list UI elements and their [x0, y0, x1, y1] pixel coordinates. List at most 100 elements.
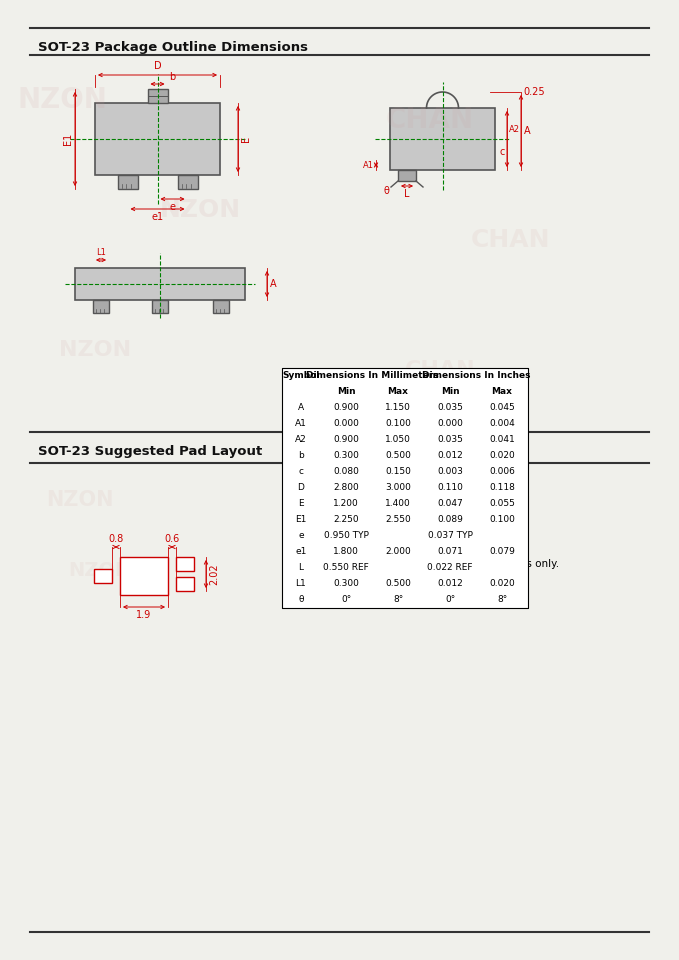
Text: Max: Max: [388, 388, 409, 396]
Bar: [147, 89, 168, 103]
Text: 1.150: 1.150: [385, 403, 411, 413]
Text: A1: A1: [363, 160, 374, 170]
Text: 0.25: 0.25: [523, 87, 545, 97]
Text: E: E: [241, 136, 251, 142]
Text: 0.047: 0.047: [437, 499, 463, 509]
Text: e: e: [170, 202, 175, 212]
Text: θ: θ: [383, 186, 389, 196]
Text: 0.118: 0.118: [489, 484, 515, 492]
Text: 0.150: 0.150: [385, 468, 411, 476]
Text: 8°: 8°: [497, 595, 507, 605]
Text: Dimensions In Inches: Dimensions In Inches: [422, 372, 530, 380]
Text: 1.400: 1.400: [385, 499, 411, 509]
Text: 0.045: 0.045: [489, 403, 515, 413]
Text: 0.950 TYP: 0.950 TYP: [324, 532, 369, 540]
Text: 0.550 REF: 0.550 REF: [323, 564, 369, 572]
Text: b: b: [170, 72, 176, 82]
Text: NZON: NZON: [17, 86, 107, 114]
Text: 0.8: 0.8: [109, 534, 124, 544]
Text: 0.110: 0.110: [437, 484, 463, 492]
Text: e1: e1: [151, 212, 164, 222]
Bar: [177, 175, 198, 189]
Text: 0.000: 0.000: [437, 420, 463, 428]
Text: 0.020: 0.020: [489, 451, 515, 461]
Text: A1: A1: [295, 420, 307, 428]
Text: 0.037 TYP: 0.037 TYP: [428, 532, 473, 540]
Text: e1: e1: [295, 547, 307, 557]
Text: NZON: NZON: [160, 198, 240, 222]
Text: SOT-23 Package Outline Dimensions: SOT-23 Package Outline Dimensions: [38, 41, 308, 54]
Text: 1.200: 1.200: [333, 499, 359, 509]
Text: 0.300: 0.300: [333, 580, 359, 588]
Bar: [152, 300, 168, 313]
Text: b: b: [298, 451, 304, 461]
Text: 0.035: 0.035: [437, 403, 463, 413]
Text: CHAN: CHAN: [469, 495, 531, 515]
Text: 1.800: 1.800: [333, 547, 359, 557]
Bar: [93, 300, 109, 313]
Bar: [282, 368, 528, 608]
Text: A: A: [298, 403, 304, 413]
Text: 0.022 REF: 0.022 REF: [427, 564, 473, 572]
Text: E1: E1: [295, 516, 307, 524]
Text: 3.000: 3.000: [385, 484, 411, 492]
Text: A2: A2: [509, 125, 520, 134]
Text: A2: A2: [295, 436, 307, 444]
Text: Min: Min: [441, 388, 459, 396]
Text: 0.004: 0.004: [489, 420, 515, 428]
Text: 2.800: 2.800: [333, 484, 359, 492]
Text: 0.000: 0.000: [333, 420, 359, 428]
Text: Dimensions In Millimeters: Dimensions In Millimeters: [306, 372, 439, 380]
Text: 1.9: 1.9: [136, 610, 151, 620]
Text: 2.550: 2.550: [385, 516, 411, 524]
Bar: [75, 268, 245, 300]
Text: 0.012: 0.012: [437, 451, 463, 461]
Text: 1.050: 1.050: [385, 436, 411, 444]
Text: 0.041: 0.041: [489, 436, 515, 444]
Text: NZON: NZON: [46, 490, 114, 510]
Text: 0.100: 0.100: [385, 420, 411, 428]
Bar: [390, 108, 495, 170]
Text: E: E: [298, 499, 304, 509]
Bar: [398, 170, 416, 181]
Text: SOT-23 Suggested Pad Layout: SOT-23 Suggested Pad Layout: [38, 445, 262, 458]
Bar: [117, 175, 138, 189]
Text: L1: L1: [96, 248, 106, 257]
Text: 0.100: 0.100: [489, 516, 515, 524]
Text: E1: E1: [63, 132, 73, 145]
Text: 0.500: 0.500: [385, 580, 411, 588]
Text: 0.012: 0.012: [437, 580, 463, 588]
Text: c: c: [299, 468, 304, 476]
Text: 0.300: 0.300: [333, 451, 359, 461]
Text: L: L: [404, 189, 409, 199]
Text: D: D: [297, 484, 304, 492]
Text: 2.000: 2.000: [385, 547, 411, 557]
Text: CHAN: CHAN: [386, 106, 474, 134]
Text: 3.The pad layout is for reference purposes only.: 3.The pad layout is for reference purpos…: [310, 559, 559, 569]
Bar: [94, 569, 112, 583]
Text: 0.900: 0.900: [333, 403, 359, 413]
Text: NZON: NZON: [59, 340, 131, 360]
Text: NZON: NZON: [69, 561, 132, 580]
Text: 0.6: 0.6: [164, 534, 180, 544]
Text: Max: Max: [492, 388, 513, 396]
Text: 0.079: 0.079: [489, 547, 515, 557]
Text: 0.055: 0.055: [489, 499, 515, 509]
Text: Note:: Note:: [310, 520, 340, 530]
Text: θ: θ: [298, 595, 304, 605]
Text: c: c: [500, 147, 505, 157]
Bar: [176, 557, 194, 571]
Text: L: L: [299, 564, 304, 572]
Bar: [176, 577, 194, 591]
Text: Symbol: Symbol: [282, 372, 320, 380]
Text: 0°: 0°: [445, 595, 455, 605]
Bar: [95, 103, 220, 175]
Text: 0.500: 0.500: [385, 451, 411, 461]
Text: L1: L1: [295, 580, 306, 588]
Text: D: D: [153, 61, 162, 71]
Text: 0.003: 0.003: [437, 468, 463, 476]
Text: CHAN: CHAN: [441, 581, 498, 599]
Text: 0.080: 0.080: [333, 468, 359, 476]
Text: 0°: 0°: [341, 595, 351, 605]
Text: Min: Min: [337, 388, 355, 396]
